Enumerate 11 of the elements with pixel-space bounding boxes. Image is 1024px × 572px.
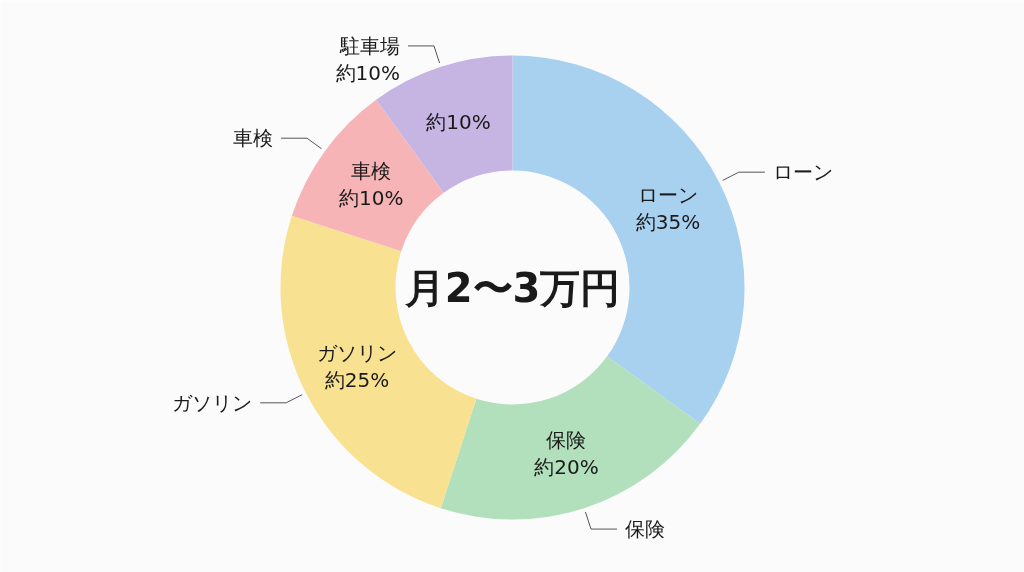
- slice-label: 車検: [233, 126, 274, 151]
- data-label: ローン約35%: [635, 182, 701, 234]
- slice-label: 駐車場約10%: [335, 33, 401, 85]
- slice-label: 保険: [624, 517, 665, 542]
- text: 月2〜3万円: [403, 264, 621, 311]
- slice-label: ガソリン: [172, 390, 253, 415]
- data-label: ガソリン約25%: [317, 341, 398, 393]
- data-label: 車検約10%: [339, 159, 404, 211]
- data-label: 約10%: [426, 109, 491, 134]
- slice-label: ローン: [772, 160, 833, 185]
- data-label: 保険約20%: [534, 427, 599, 479]
